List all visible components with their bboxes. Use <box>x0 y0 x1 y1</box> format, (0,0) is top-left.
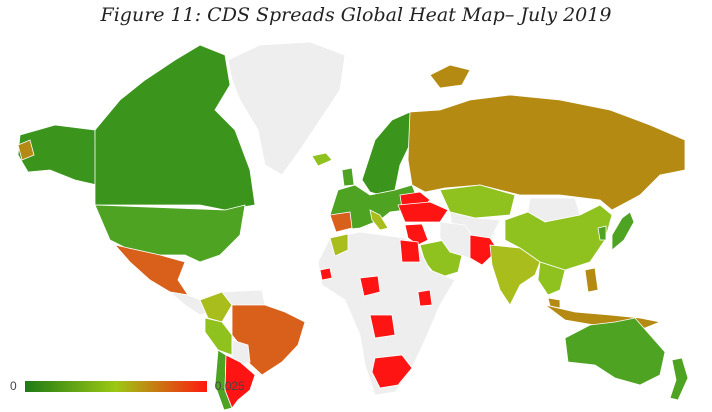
nigeria <box>359 275 381 297</box>
italy-greece <box>369 209 389 231</box>
bolivia-paraguay <box>231 339 251 367</box>
korea <box>597 225 607 241</box>
peru <box>204 317 233 356</box>
color-scale-legend: 0 0.025 <box>10 378 245 394</box>
southeast-asia <box>537 261 566 296</box>
middle-east <box>404 223 429 246</box>
russia <box>407 94 686 211</box>
japan <box>611 211 635 251</box>
argentina <box>224 354 256 409</box>
senegal <box>319 267 333 281</box>
india <box>489 244 541 306</box>
canada <box>94 44 256 211</box>
pakistan <box>469 234 499 266</box>
legend-min-label: 0 <box>10 379 17 393</box>
egypt <box>399 239 421 263</box>
russia-arctic-islands <box>429 64 471 89</box>
iceland <box>311 152 333 167</box>
new-zealand <box>669 357 689 401</box>
colombia <box>199 291 233 323</box>
philippines <box>584 267 599 293</box>
south-africa <box>371 354 413 389</box>
australia <box>564 317 666 386</box>
angola <box>369 314 396 339</box>
scandinavia <box>361 111 413 196</box>
legend-max-label: 0.025 <box>214 379 245 393</box>
kenya <box>417 289 433 307</box>
uk <box>341 167 355 187</box>
russia-east-alaska <box>17 139 35 161</box>
malaysia <box>547 297 561 309</box>
turkey <box>397 201 449 223</box>
alaska <box>17 124 98 186</box>
iberia <box>329 211 353 233</box>
morocco <box>329 233 349 257</box>
legend-gradient-bar <box>24 380 207 392</box>
greenland <box>227 41 346 176</box>
usa <box>94 204 246 263</box>
figure-title: Figure 11: CDS Spreads Global Heat Map– … <box>100 4 612 26</box>
